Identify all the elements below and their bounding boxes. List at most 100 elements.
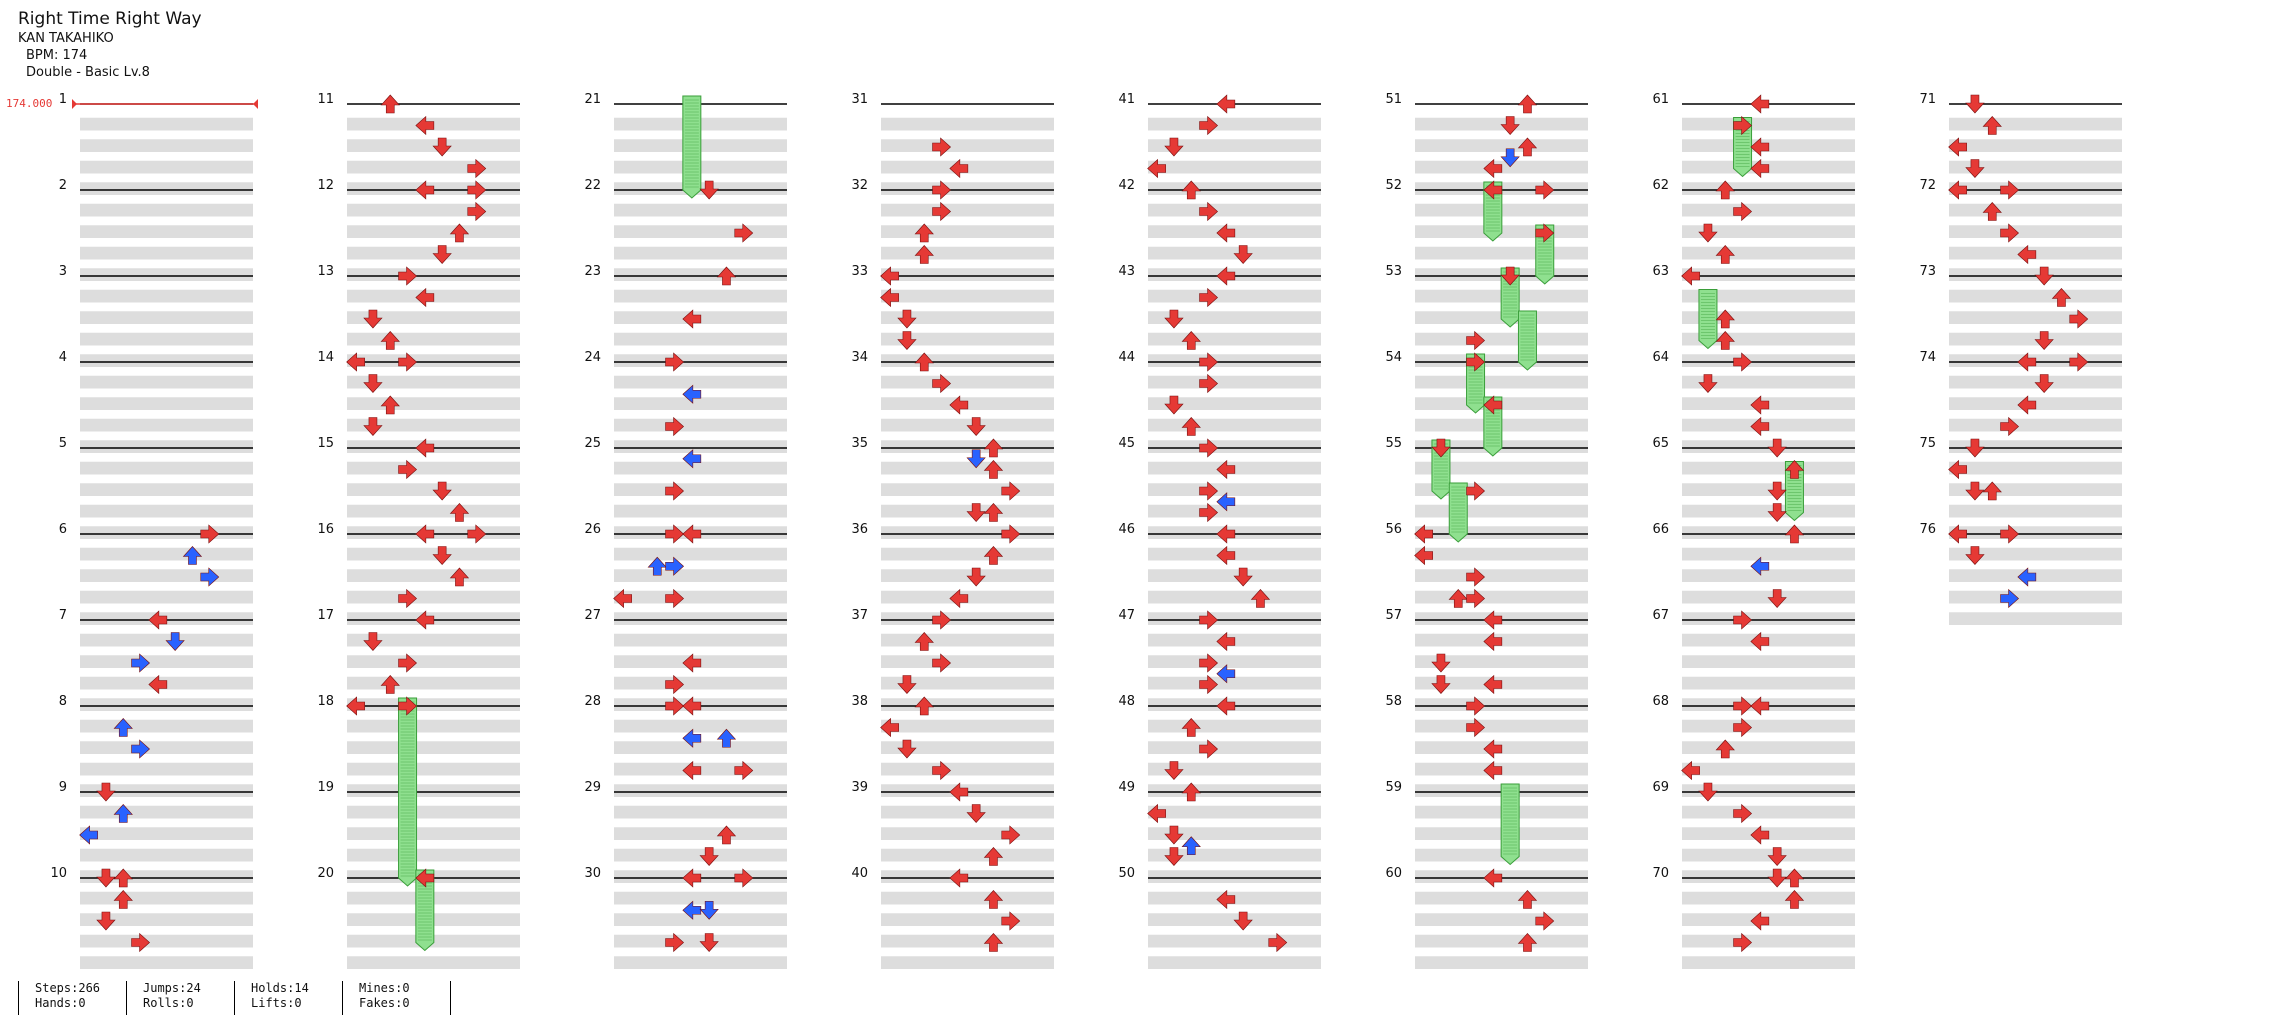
arrow-up-icon	[449, 223, 470, 243]
measure-number: 16	[317, 522, 334, 537]
beat-stripe	[80, 569, 253, 582]
beat-stripe	[80, 203, 253, 217]
arrow-down-icon	[1164, 395, 1184, 415]
beat-stripe	[1148, 612, 1321, 625]
arrow-left-icon	[1216, 223, 1236, 243]
arrow-left-icon	[1483, 868, 1503, 888]
arrow-down-icon	[363, 309, 383, 329]
hold-body	[1466, 353, 1486, 414]
beat-stripe	[1415, 526, 1588, 539]
arrow-right-icon	[2069, 352, 2089, 372]
beat-stripe	[1682, 762, 1855, 776]
beat-stripe	[1949, 461, 2122, 475]
hold-body	[1784, 461, 1804, 522]
arrow-up-icon	[1181, 836, 1201, 856]
hold-note	[398, 697, 418, 887]
beat-stripe	[347, 547, 520, 561]
measure-number: 56	[1385, 522, 1402, 537]
beat-stripe	[1949, 612, 2122, 625]
beat-stripe	[881, 698, 1054, 711]
arrow-left-icon	[1216, 696, 1236, 716]
measure-number: 30	[584, 866, 601, 881]
beat-stripe	[347, 354, 520, 367]
beat-stripe	[80, 827, 253, 840]
measure-number: 26	[584, 522, 601, 537]
arrow-left-icon	[1483, 395, 1503, 415]
beat-stripe	[80, 956, 253, 969]
arrow-left-icon	[682, 696, 702, 716]
measure-number: 32	[851, 178, 868, 193]
beat-stripe	[881, 225, 1054, 238]
arrow-right-icon	[1466, 717, 1485, 738]
beat-stripe	[881, 354, 1054, 367]
beat-stripe	[80, 354, 253, 367]
arrow-right-icon	[1466, 352, 1485, 372]
arrow-left-icon	[1948, 524, 1967, 544]
arrow-right-icon	[1535, 223, 1555, 243]
beat-stripe	[1682, 612, 1855, 625]
measure-number: 15	[317, 436, 334, 451]
beat-stripe	[1949, 289, 2122, 303]
arrow-down-icon	[1431, 653, 1451, 673]
arrow-down-icon	[1767, 589, 1787, 608]
beat-stripe	[1682, 268, 1855, 281]
beat-stripe	[881, 913, 1054, 926]
arrow-left-icon	[682, 449, 702, 469]
arrow-up-icon	[113, 890, 133, 909]
arrow-right-icon	[2000, 223, 2019, 243]
beat-stripe	[1148, 246, 1321, 260]
beat-stripe	[1682, 289, 1855, 303]
beat-stripe	[1949, 268, 2122, 281]
arrow-left-icon	[148, 674, 168, 695]
beat-stripe	[614, 784, 787, 797]
beat-stripe	[347, 332, 520, 346]
beat-stripe	[881, 526, 1054, 539]
stat-rolls: Rolls:0	[143, 996, 194, 1010]
hold-body	[1517, 310, 1537, 371]
arrow-left-icon	[1750, 416, 1770, 437]
beat-stripe	[80, 655, 253, 668]
arrow-left-icon	[1414, 545, 1433, 566]
bpm-marker-tip	[253, 99, 258, 109]
beat-stripe	[80, 913, 253, 926]
arrow-left-icon	[1147, 803, 1166, 824]
arrow-down-icon	[897, 675, 917, 694]
arrow-right-icon	[1001, 524, 1021, 544]
hold-note	[1500, 783, 1520, 866]
stat-divider	[450, 981, 451, 1015]
measure-number: 61	[1652, 92, 1669, 107]
beat-stripe	[80, 848, 253, 862]
arrow-left-icon	[415, 438, 435, 458]
measure-number: 39	[851, 780, 868, 795]
beat-stripe	[614, 504, 787, 518]
beat-stripe	[1415, 719, 1588, 733]
beat-stripe	[881, 504, 1054, 518]
arrow-down-icon	[1233, 245, 1253, 264]
measure-number: 6	[59, 522, 67, 537]
arrow-right-icon	[1199, 438, 1218, 458]
arrow-up-icon	[1517, 137, 1538, 157]
arrow-right-icon	[2000, 588, 2019, 609]
arrow-up-icon	[1982, 481, 2002, 501]
arrow-down-icon	[966, 449, 986, 469]
arrow-up-icon	[1715, 180, 1735, 200]
beat-stripe	[614, 461, 787, 475]
arrow-right-icon	[1199, 674, 1218, 695]
arrow-up-icon	[914, 223, 934, 243]
beat-stripe	[80, 139, 253, 152]
song-artist: KAN TAKAHIKO	[18, 31, 114, 46]
arrow-left-icon	[1750, 395, 1770, 415]
measure-number: 73	[1919, 264, 1936, 279]
arrow-down-icon	[363, 417, 383, 436]
arrow-left-icon	[1483, 739, 1503, 759]
difficulty-info: Double - Basic Lv.8	[26, 65, 150, 80]
beat-stripe	[614, 569, 787, 582]
beat-stripe	[1415, 332, 1588, 346]
beat-stripe	[1148, 934, 1321, 948]
arrow-up-icon	[1715, 739, 1735, 759]
beat-stripe	[1682, 246, 1855, 260]
beat-stripe	[1415, 569, 1588, 582]
arrow-left-icon	[415, 180, 435, 200]
measure-number: 19	[317, 780, 334, 795]
measure-number: 68	[1652, 694, 1669, 709]
